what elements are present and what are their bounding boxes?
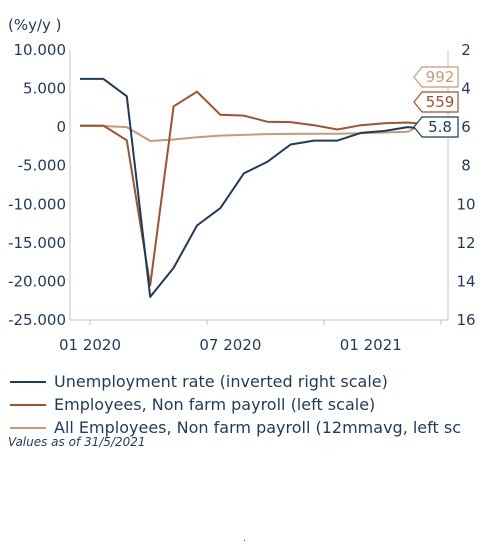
- legend-label-unemployment: Unemployment rate (inverted right scale): [54, 372, 388, 391]
- series-line-1: [80, 90, 455, 287]
- left-tick-label: -25.000: [8, 311, 66, 329]
- right-tick-label: 2: [461, 41, 471, 59]
- legend-item-unemployment: Unemployment rate (inverted right scale): [10, 372, 388, 391]
- legend-swatch-payroll-avg: [10, 426, 46, 429]
- right-tick-label: 12: [456, 234, 475, 252]
- end-label-text: 992: [426, 68, 455, 86]
- left-tick-label: -5.000: [18, 157, 66, 175]
- end-label-tag: [413, 66, 459, 88]
- legend-swatch-payroll: [10, 403, 46, 406]
- right-axis-ticks: 2 4 6 8 10 12 14 16: [447, 41, 476, 329]
- end-label-text: 559: [426, 93, 455, 111]
- legend-item-payroll: Employees, Non farm payroll (left scale): [10, 395, 375, 414]
- end-labels: 992 559 5.8: [413, 66, 459, 138]
- left-axis-ticks: 10.000 5.000 0 -5.000 -10.000 -15.000 -20.000 -…: [8, 41, 71, 329]
- x-axis: 01 2020 07 2020 01 2021: [59, 319, 448, 354]
- legend-item-payroll-avg: All Employees, Non farm payroll (12mmavg…: [10, 418, 461, 437]
- right-tick-label: 6: [461, 118, 471, 136]
- left-tick-label: -20.000: [8, 272, 66, 290]
- series-line-2: [80, 118, 455, 142]
- end-label-tag: [413, 116, 459, 138]
- right-tick-label: 10: [456, 195, 475, 213]
- left-tick-label: 0: [56, 118, 66, 136]
- values-as-of-note: Values as of 31/5/2021: [8, 435, 146, 449]
- end-label-text: 5.8: [428, 118, 452, 136]
- right-tick-label: 14: [456, 272, 475, 290]
- x-tick-label: 01 2021: [340, 336, 402, 354]
- x-tick-label: 01 2020: [59, 336, 121, 354]
- left-tick-label: 5.000: [23, 80, 66, 98]
- right-tick-label: 8: [461, 157, 471, 175]
- left-tick-label: -15.000: [8, 234, 66, 252]
- legend-swatch-unemployment: [10, 380, 46, 383]
- series-line-0: [80, 77, 455, 298]
- right-tick-label: 4: [461, 80, 471, 98]
- left-axis-unit-label: (%y/y ): [8, 16, 62, 34]
- x-tick-label: 07 2020: [199, 336, 261, 354]
- legend-label-payroll-avg: All Employees, Non farm payroll (12mmavg…: [54, 418, 461, 437]
- footer-mark: .: [243, 533, 247, 544]
- left-tick-label: -10.000: [8, 195, 66, 213]
- legend-label-payroll: Employees, Non farm payroll (left scale): [54, 395, 376, 414]
- series-lines: [80, 77, 455, 298]
- right-tick-label: 16: [456, 311, 475, 329]
- left-tick-label: 10.000: [14, 41, 67, 59]
- end-label-tag: [413, 91, 459, 113]
